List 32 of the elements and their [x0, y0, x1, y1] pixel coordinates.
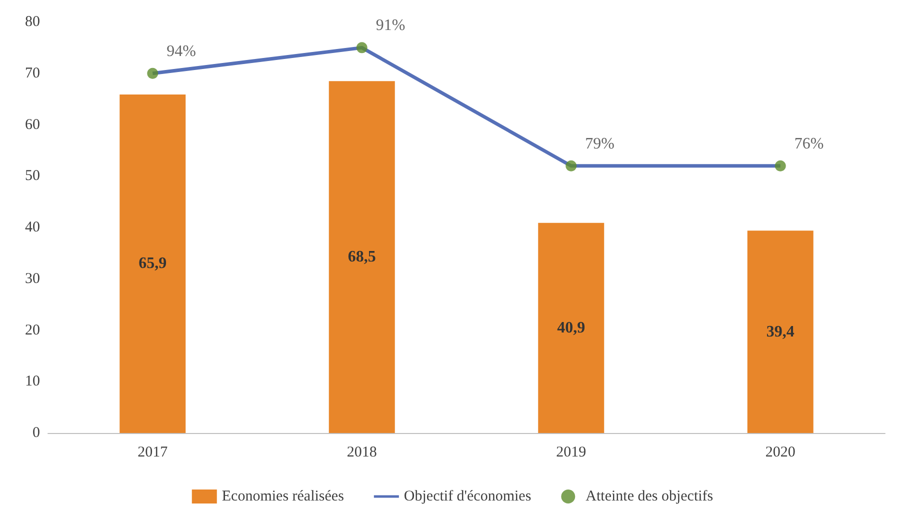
point	[566, 160, 577, 172]
legend-label: Objectif d'économies	[404, 488, 532, 504]
annotation: 76%	[794, 135, 824, 152]
y-tick-label: 0	[32, 425, 40, 441]
x-tick-label: 2019	[556, 444, 586, 460]
data-label: 68,5	[348, 248, 376, 266]
annotation: 94%	[166, 42, 196, 60]
y-tick-label: 10	[25, 374, 40, 390]
y-tick-label: 20	[25, 322, 40, 338]
point	[147, 68, 158, 79]
legend-label: Atteinte des objectifs	[586, 488, 714, 504]
y-tick-label: 80	[25, 14, 40, 30]
data-label: 65,9	[138, 255, 167, 272]
y-tick-label: 30	[25, 270, 40, 287]
annotation: 91%	[376, 17, 406, 34]
bar	[120, 94, 186, 433]
point	[356, 42, 368, 54]
data-label: 39,4	[766, 323, 794, 340]
bar	[747, 230, 814, 433]
y-tick-label: 40	[25, 220, 40, 236]
y-tick-label: 60	[25, 116, 40, 133]
y-tick-label: 50	[25, 168, 40, 184]
x-tick-label: 2020	[765, 444, 796, 460]
annotation: 79%	[585, 135, 614, 152]
y-tick-label: 70	[25, 65, 40, 82]
data-label: 40,9	[557, 319, 586, 336]
bar	[538, 222, 604, 433]
point	[774, 160, 786, 172]
legend-label: Economies réalisées	[222, 488, 344, 504]
bar	[328, 81, 395, 433]
x-tick-label: 2017	[138, 444, 168, 460]
x-tick-label: 2018	[346, 444, 377, 460]
